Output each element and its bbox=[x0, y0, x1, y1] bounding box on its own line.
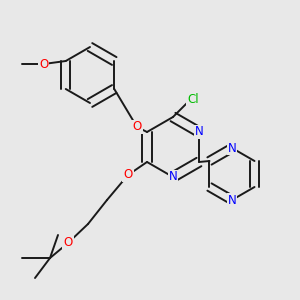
Text: N: N bbox=[228, 142, 236, 154]
Text: O: O bbox=[63, 236, 73, 250]
Text: O: O bbox=[123, 169, 133, 182]
Text: Cl: Cl bbox=[187, 94, 199, 106]
Text: N: N bbox=[228, 194, 236, 206]
Text: O: O bbox=[39, 58, 48, 70]
Text: N: N bbox=[169, 170, 177, 184]
Text: N: N bbox=[195, 125, 203, 139]
Text: O: O bbox=[132, 121, 142, 134]
